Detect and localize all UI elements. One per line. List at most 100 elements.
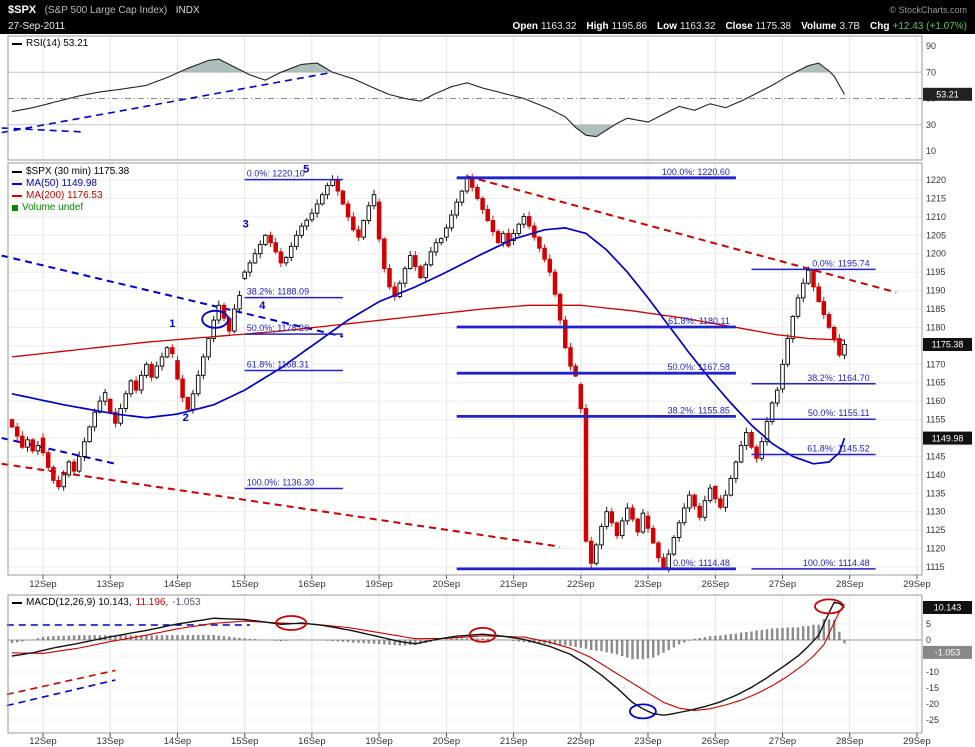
fib-set-2: 100.0%: 1220.60 61.8%: 1180.11 50.0%: 1167…: [456, 167, 736, 571]
candle-body: [775, 389, 780, 404]
x-axis-date-label: 27Sep: [769, 579, 796, 590]
y-axis-label: -10: [926, 667, 939, 677]
candle-body: [283, 256, 289, 264]
candle-body: [568, 347, 573, 367]
x-axis-date-label: 16Sep: [298, 736, 325, 747]
x-axis-date-label: 26Sep: [702, 579, 729, 590]
x-axis-date-label: 21Sep: [500, 736, 527, 747]
macd-line: [11, 601, 845, 716]
candle-body: [661, 557, 666, 569]
signal-line: [11, 603, 845, 711]
candle-body: [609, 511, 615, 524]
candle-body: [201, 356, 206, 376]
candle-body: [335, 179, 341, 192]
y-axis-label: 10: [926, 146, 936, 156]
rsi-plot-border: [7, 35, 923, 161]
candle-body: [728, 478, 734, 496]
candle-body: [351, 216, 356, 231]
candle-body: [325, 185, 330, 196]
y-axis-label: 1180: [926, 322, 945, 332]
candle-body: [454, 201, 459, 216]
x-axis-date-label: 22Sep: [567, 736, 594, 747]
price-panel: 0.0%: 1220.10 38.2%: 1188.09 50.0%: 1178.2…: [1, 162, 972, 590]
candle-body: [252, 253, 258, 264]
fib-label: 0.0%: 1220.10: [247, 169, 305, 179]
candle-body: [480, 197, 485, 210]
candle-body: [216, 304, 222, 321]
quote-low-value: 1163.32: [680, 21, 716, 32]
candle-body: [557, 293, 563, 321]
candle-body: [485, 209, 490, 222]
wave-label: 2: [183, 412, 189, 424]
candle-body: [113, 411, 118, 424]
wave-label: 5: [303, 163, 309, 175]
fib-label: 61.8%: 1168.31: [247, 360, 309, 370]
y-axis-label: 1185: [926, 304, 945, 314]
candle-body: [475, 186, 480, 199]
candle-body: [764, 420, 770, 443]
candle-body: [837, 338, 842, 356]
candle-body: [366, 205, 372, 221]
value-box: [923, 431, 972, 445]
candle-body: [164, 347, 170, 358]
candle-body: [707, 487, 713, 502]
trendline: [1, 71, 333, 134]
quote-volume-value: 3.7B: [839, 21, 861, 32]
candle-body: [382, 238, 387, 269]
quote-volume-label: Volume: [801, 21, 837, 32]
quote-low-label: Low: [657, 21, 678, 32]
candle-body: [511, 232, 516, 241]
ticker-name: (S&P 500 Large Cap Index): [44, 5, 168, 16]
candle-body: [795, 297, 801, 317]
x-axis-date-label: 29Sep: [903, 579, 930, 590]
candle-body: [826, 314, 832, 328]
chart-date: 27-Sep-2011: [8, 21, 66, 32]
candle-body: [526, 216, 532, 227]
price-plot-bg: [8, 163, 922, 575]
candle-body: [418, 266, 423, 279]
value-box-label: 1149.98: [932, 433, 964, 443]
candle-body: [97, 400, 103, 413]
fib-label: 38.2%: 1188.09: [247, 287, 309, 297]
y-axis-label: 0: [926, 635, 931, 645]
candle-body: [190, 393, 196, 410]
candle-body: [9, 419, 15, 428]
fib-label: 0.0%: 1195.74: [812, 258, 869, 268]
candle-body: [733, 461, 739, 480]
candle-body: [650, 527, 656, 544]
candle-body: [464, 178, 470, 192]
candle-body: [469, 178, 475, 188]
x-axis-date-label: 16Sep: [298, 579, 325, 590]
candle-body: [226, 317, 232, 332]
candle-body: [754, 446, 759, 459]
candle-body: [294, 234, 299, 247]
y-axis-label: 1140: [926, 470, 945, 480]
candle-body: [273, 242, 278, 253]
candle-body: [821, 301, 827, 315]
x-axis-date-label: 29Sep: [903, 736, 930, 747]
y-axis-label: 1220: [926, 175, 946, 185]
quote-chg-label: Chg: [870, 21, 890, 32]
x-axis-date-label: 21Sep: [500, 579, 527, 590]
candle-body: [578, 384, 584, 410]
candle-body: [376, 201, 382, 240]
value-box-label: -1.053: [935, 648, 961, 658]
y-axis-label: 1195: [926, 267, 945, 277]
candle-body: [806, 269, 811, 284]
candle-body: [697, 505, 702, 518]
x-axis-date-label: 14Sep: [164, 579, 191, 590]
candle-body: [552, 271, 558, 295]
candle-body: [144, 363, 149, 376]
candle-body: [842, 343, 847, 356]
candle-body: [645, 515, 651, 529]
value-box: [923, 87, 972, 101]
trendline: [1, 127, 85, 133]
ticker-symbol: $SPX: [8, 4, 37, 16]
candle-body: [423, 264, 428, 279]
candle-body: [20, 435, 25, 448]
candle-body: [139, 374, 144, 391]
candle-body: [831, 326, 837, 339]
y-axis-label: 1120: [926, 544, 945, 554]
rsi-line: [11, 58, 845, 138]
quote-high-label: High: [586, 21, 609, 32]
